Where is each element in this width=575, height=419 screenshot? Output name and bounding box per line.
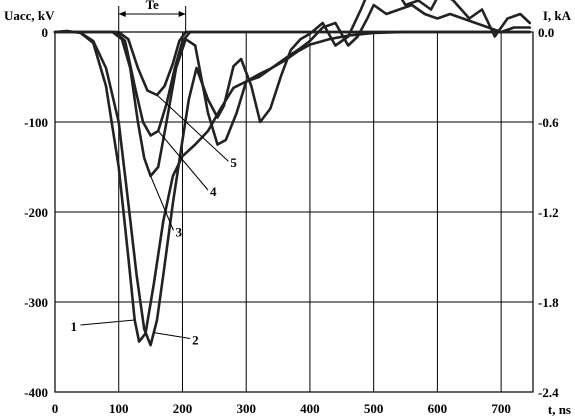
- grid: [55, 31, 533, 393]
- series-lines: [53, 0, 532, 347]
- x-tick-label: 200: [173, 401, 193, 416]
- series-line-5: [53, 30, 532, 97]
- x-tick-label: 500: [364, 401, 384, 416]
- series-line-1: [53, 29, 532, 343]
- series-label-3: 3: [176, 225, 183, 240]
- series-label-2: 2: [192, 333, 199, 348]
- tick-labels: 0 100 200 300 400 500 600 700 0 -100 -200 -300 -400 0…: [24, 25, 559, 416]
- y-tick-label-left: -300: [24, 295, 48, 310]
- te-arrowhead-left: [118, 11, 126, 17]
- callout-leader-2: [153, 332, 191, 339]
- te-arrowhead-right: [178, 11, 186, 17]
- x-tick-label: 700: [491, 401, 511, 416]
- series-label-4: 4: [210, 184, 217, 199]
- x-tick-label: 300: [236, 401, 256, 416]
- x-tick-label: 400: [300, 401, 320, 416]
- series-line-2: [53, 0, 532, 347]
- y-tick-label-right: -2.4: [538, 385, 559, 400]
- x-axis-label: t, ns: [548, 402, 571, 417]
- callout-leader-1: [80, 319, 135, 326]
- x-tick-label: 100: [109, 401, 129, 416]
- series-label-1: 1: [70, 319, 77, 334]
- y-tick-label-right: -1.8: [538, 295, 559, 310]
- y-axis-label-right: I, kA: [543, 8, 572, 23]
- y-tick-label-right: -1.2: [538, 205, 559, 220]
- series-callouts: 1 2 3 45: [70, 94, 237, 348]
- callout-leader-3: [150, 175, 175, 231]
- y-tick-label-left: -100: [24, 115, 48, 130]
- x-tick-label: 0: [52, 401, 59, 416]
- y-axis-label-left: Uacc, kV: [4, 8, 55, 23]
- callout-leader-4: [157, 130, 209, 191]
- y-tick-label-right: 0.0: [538, 25, 554, 40]
- x-tick-label: 600: [428, 401, 448, 416]
- te-label: Te: [146, 0, 159, 12]
- y-tick-label-right: -0.6: [538, 115, 559, 130]
- series-label-5: 5: [230, 155, 237, 170]
- callout-leader-5: [156, 94, 229, 162]
- series-line-3: [53, 3, 532, 178]
- y-tick-label-left: -200: [24, 205, 48, 220]
- y-tick-label-left: -400: [24, 385, 48, 400]
- y-tick-label-left: 0: [42, 25, 49, 40]
- te-annotation: Te: [118, 0, 187, 34]
